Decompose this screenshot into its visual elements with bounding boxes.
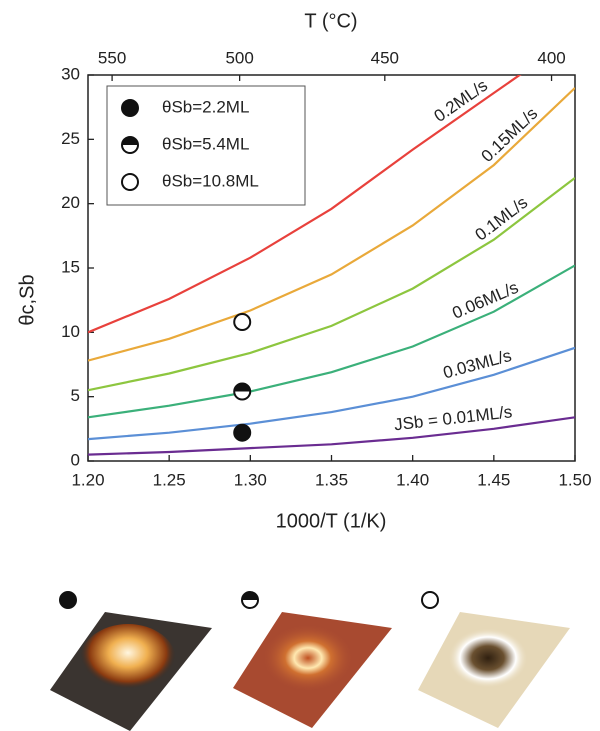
- bump-2: [262, 624, 354, 692]
- x-tick-label: 1.25: [153, 470, 186, 489]
- x2-tick-label: 500: [225, 48, 253, 67]
- legend-marker: [122, 100, 138, 116]
- legend: θSb=2.2ML θSb=5.4ML θSb=10.8ML: [107, 86, 305, 205]
- marker-icon: [60, 592, 76, 608]
- x-tick-label: 1.40: [396, 470, 429, 489]
- legend-marker: [122, 137, 138, 153]
- x-tick-label: 1.35: [315, 470, 348, 489]
- y-tick-label: 0: [71, 450, 80, 469]
- point: [234, 425, 250, 441]
- point: [234, 314, 250, 330]
- bump-1: [80, 624, 176, 696]
- curve-label: 0.03ML/s: [441, 346, 513, 383]
- x2-tick-label: 550: [98, 48, 126, 67]
- x-tick-label: 1.45: [477, 470, 510, 489]
- curve: [88, 417, 575, 454]
- x2-axis-label: T (°C): [304, 10, 357, 32]
- legend-label: θSb=5.4ML: [162, 134, 249, 153]
- point: [234, 384, 250, 400]
- legend-label: θSb=2.2ML: [162, 97, 249, 116]
- curve-label: 0.15ML/s: [477, 104, 541, 166]
- surface-images: [50, 592, 570, 731]
- y-tick-label: 20: [61, 193, 80, 212]
- y-tick-label: 10: [61, 322, 80, 341]
- y-tick-label: 5: [71, 386, 80, 405]
- marker-icon: [422, 592, 438, 608]
- x-axis-label: 1000/T (1/K): [276, 510, 387, 532]
- x2-tick-label: 450: [371, 48, 399, 67]
- y-tick-label: 30: [61, 64, 80, 83]
- x-tick-label: 1.50: [558, 470, 591, 489]
- y-axis-label: θc,Sb: [16, 274, 38, 325]
- y-tick-label: 15: [61, 257, 80, 276]
- x2-tick-label: 400: [537, 48, 565, 67]
- bump-3: [448, 628, 528, 688]
- y-tick-label: 25: [61, 129, 80, 148]
- legend-label: θSb=10.8ML: [162, 171, 259, 190]
- x-tick-label: 1.30: [234, 470, 267, 489]
- figure: T (°C) 1000/T (1/K) θc,Sb θSb=2.2ML θSb=5…: [0, 0, 600, 731]
- legend-marker: [122, 174, 138, 190]
- x-tick-label: 1.20: [71, 470, 104, 489]
